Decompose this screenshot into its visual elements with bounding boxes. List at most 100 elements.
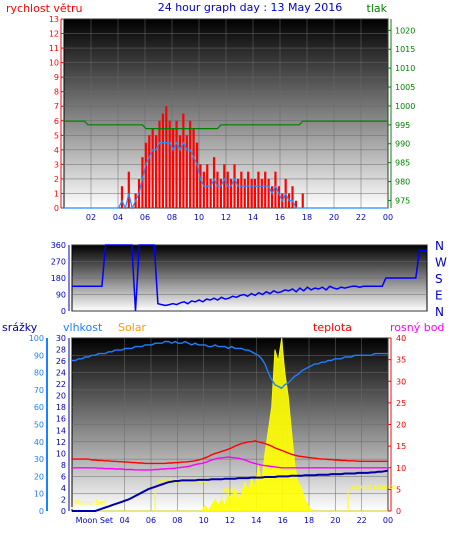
dewpoint-axis-label: rosný bod — [390, 321, 444, 334]
wind-speed-tick-label: 11 — [49, 44, 59, 53]
time-tick-label: 04 — [113, 213, 123, 222]
direction-tick-label: 90 — [56, 291, 66, 300]
direction-tick-label: 270 — [51, 258, 66, 267]
wind-direction-line — [72, 244, 427, 312]
pressure-tick-label: 1020 — [395, 26, 415, 35]
time-tick-label: 20 — [329, 213, 339, 222]
time-tick-label: 08 — [172, 516, 182, 525]
time-tick-label: 00 — [383, 516, 393, 525]
solar-area — [72, 337, 388, 512]
humidity-tick-label: 80 — [34, 369, 44, 378]
pressure-axis-label: tlak — [367, 2, 388, 15]
wind-speed-tick-label: 2 — [54, 175, 59, 184]
temperature-tick-label: 30 — [396, 377, 406, 386]
rain-tick-label: 26 — [56, 357, 66, 366]
time-tick-label: 14 — [248, 213, 258, 222]
wind-speed-tick-label: 3 — [54, 160, 59, 169]
wind-speed-tick-label: 0 — [54, 204, 59, 213]
humidity-tick-label: 60 — [34, 403, 44, 412]
temperature-tick-label: 15 — [396, 442, 406, 451]
compass-label: E — [435, 289, 443, 303]
event-annotation: západ slunce — [350, 483, 396, 491]
rain-tick-label: 22 — [56, 380, 66, 389]
temperature-tick-label: 0 — [396, 507, 401, 516]
compass-label: W — [435, 256, 447, 270]
wind-speed-tick-label: 10 — [49, 59, 59, 68]
pressure-tick-label: 1005 — [395, 83, 415, 92]
time-tick-label: 02 — [86, 213, 96, 222]
page-title: 24 hour graph day : 13 May 2016 — [158, 1, 343, 14]
humidity-axis-label: vlhkost — [63, 321, 103, 334]
humidity-tick-label: 20 — [34, 472, 44, 481]
temperature-tick-label: 40 — [396, 334, 406, 343]
wind-speed-tick-label: 5 — [54, 131, 59, 140]
humidity-tick-label: 40 — [34, 438, 44, 447]
humidity-line — [72, 340, 388, 390]
rain-tick-label: 8 — [61, 461, 66, 470]
humidity-tick-label: 50 — [34, 421, 44, 430]
humidity-solar-temperature-chart: 0102030405060708090100024681012141618202… — [29, 334, 406, 525]
wind-speed-tick-label: 1 — [54, 189, 59, 198]
dewpoint-line — [72, 456, 388, 471]
time-tick-label: 06 — [140, 213, 150, 222]
wind-speed-tick-label: 13 — [49, 15, 59, 24]
humidity-tick-label: 100 — [29, 334, 44, 343]
wind-average-line — [64, 141, 388, 210]
rain-tick-label: 20 — [56, 392, 66, 401]
time-tick-label: 14 — [251, 516, 261, 525]
humidity-tick-label: 70 — [34, 386, 44, 395]
wind-speed-tick-label: 7 — [54, 102, 59, 111]
time-tick-label: 12 — [221, 213, 231, 222]
pressure-tick-label: 980 — [395, 178, 410, 187]
compass-label: S — [435, 272, 443, 286]
time-tick-label: 04 — [120, 516, 130, 525]
rain-tick-label: 0 — [61, 507, 66, 516]
rain-tick-label: 12 — [56, 438, 66, 447]
time-tick-label: 00 — [383, 213, 393, 222]
time-tick-label: 12 — [225, 516, 235, 525]
pressure-tick-label: 1015 — [395, 45, 415, 54]
pressure-tick-label: 990 — [395, 140, 410, 149]
pressure-tick-label: 1010 — [395, 64, 415, 73]
time-tick-label: 18 — [304, 516, 314, 525]
wind-speed-tick-label: 12 — [49, 30, 59, 39]
wind-speed-tick-label: 8 — [54, 88, 59, 97]
pressure-tick-label: 975 — [395, 196, 410, 205]
event-annotation: Moon Set — [74, 499, 107, 507]
compass-label: N — [435, 239, 444, 253]
wind-speed-tick-label: 9 — [54, 73, 59, 82]
humidity-tick-label: 10 — [34, 490, 44, 499]
time-tick-label: 20 — [330, 516, 340, 525]
rain-tick-label: 28 — [56, 346, 66, 355]
temperature-axis-label: teplota — [313, 321, 352, 334]
humidity-tick-label: 90 — [34, 351, 44, 360]
rain-axis-label: srážky — [2, 321, 38, 334]
time-tick-label: 10 — [199, 516, 209, 525]
wind-speed-tick-label: 6 — [54, 117, 59, 126]
rain-tick-label: 16 — [56, 415, 66, 424]
temperature-tick-label: 5 — [396, 485, 401, 494]
time-tick-label: Moon Set — [76, 516, 113, 525]
time-tick-label: 06 — [146, 516, 156, 525]
humidity-tick-label: 30 — [34, 455, 44, 464]
solar-axis-label: Solar — [118, 321, 147, 334]
pressure-tick-label: 995 — [395, 121, 410, 130]
rain-tick-label: 10 — [56, 449, 66, 458]
temperature-tick-label: 20 — [396, 421, 406, 430]
rain-tick-label: 6 — [61, 472, 66, 481]
time-tick-label: 22 — [357, 516, 367, 525]
rain-tick-label: 24 — [56, 369, 66, 378]
pressure-tick-label: 985 — [395, 159, 410, 168]
wind-pressure-chart: 0123456789101112139759809859909951000100… — [49, 15, 416, 222]
time-tick-label: 22 — [356, 213, 366, 222]
time-tick-label: 10 — [194, 213, 204, 222]
direction-tick-label: 180 — [51, 274, 66, 283]
temperature-tick-label: 10 — [396, 464, 406, 473]
wind-speed-axis-label: rychlost větru — [6, 2, 82, 15]
humidity-tick-label: 0 — [39, 507, 44, 516]
rain-tick-label: 30 — [56, 334, 66, 343]
temperature-tick-label: 25 — [396, 399, 406, 408]
rain-tick-label: 14 — [56, 426, 66, 435]
